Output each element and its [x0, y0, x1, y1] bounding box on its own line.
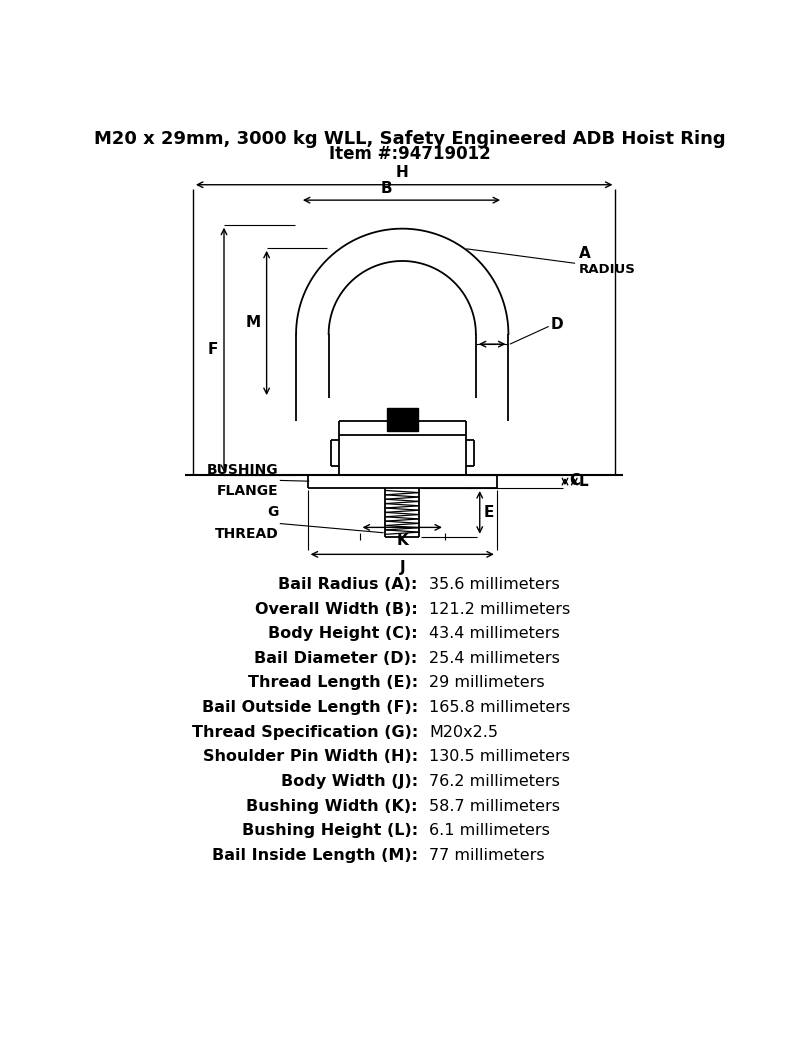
Text: D: D [551, 317, 564, 332]
Text: M20x2.5: M20x2.5 [430, 725, 498, 740]
Text: Bushing Height (L):: Bushing Height (L): [242, 823, 418, 838]
Text: THREAD: THREAD [214, 527, 278, 540]
Text: 130.5 millimeters: 130.5 millimeters [430, 749, 570, 765]
Text: Bushing Width (K):: Bushing Width (K): [246, 799, 418, 814]
Text: C: C [570, 473, 581, 487]
Text: Thread Length (E):: Thread Length (E): [248, 675, 418, 691]
Text: M: M [246, 316, 261, 330]
Text: Bail Radius (A):: Bail Radius (A): [278, 577, 418, 592]
Text: 35.6 millimeters: 35.6 millimeters [430, 577, 560, 592]
Text: BUSHING: BUSHING [206, 462, 278, 477]
Text: 121.2 millimeters: 121.2 millimeters [430, 602, 570, 616]
Text: M20 x 29mm, 3000 kg WLL, Safety Engineered ADB Hoist Ring: M20 x 29mm, 3000 kg WLL, Safety Engineer… [94, 130, 726, 149]
Text: 76.2 millimeters: 76.2 millimeters [430, 774, 560, 789]
Text: 29 millimeters: 29 millimeters [430, 675, 545, 691]
Text: G: G [267, 505, 278, 518]
Text: Shoulder Pin Width (H):: Shoulder Pin Width (H): [202, 749, 418, 765]
Text: L: L [579, 474, 589, 489]
Text: J: J [399, 560, 405, 575]
Text: F: F [207, 343, 218, 357]
Text: 58.7 millimeters: 58.7 millimeters [430, 799, 560, 814]
Text: Bail Outside Length (F):: Bail Outside Length (F): [202, 700, 418, 715]
Text: 165.8 millimeters: 165.8 millimeters [430, 700, 570, 715]
Text: 43.4 millimeters: 43.4 millimeters [430, 627, 560, 641]
Text: H: H [396, 165, 409, 180]
Text: Body Width (J):: Body Width (J): [281, 774, 418, 789]
Text: E: E [484, 505, 494, 520]
Text: 25.4 millimeters: 25.4 millimeters [430, 650, 560, 666]
Text: RADIUS: RADIUS [579, 263, 636, 276]
Text: Bail Inside Length (M):: Bail Inside Length (M): [212, 848, 418, 863]
Text: B: B [381, 181, 393, 195]
Text: Thread Specification (G):: Thread Specification (G): [191, 725, 418, 740]
Text: FLANGE: FLANGE [217, 484, 278, 499]
Text: A: A [579, 246, 590, 261]
Text: Body Height (C):: Body Height (C): [268, 627, 418, 641]
Text: 77 millimeters: 77 millimeters [430, 848, 545, 863]
Text: Item #:94719012: Item #:94719012 [329, 145, 491, 163]
Text: Overall Width (B):: Overall Width (B): [255, 602, 418, 616]
Bar [386, 408, 418, 431]
Text: 6.1 millimeters: 6.1 millimeters [430, 823, 550, 838]
Text: Bail Diameter (D):: Bail Diameter (D): [254, 650, 418, 666]
Text: K: K [396, 533, 408, 548]
